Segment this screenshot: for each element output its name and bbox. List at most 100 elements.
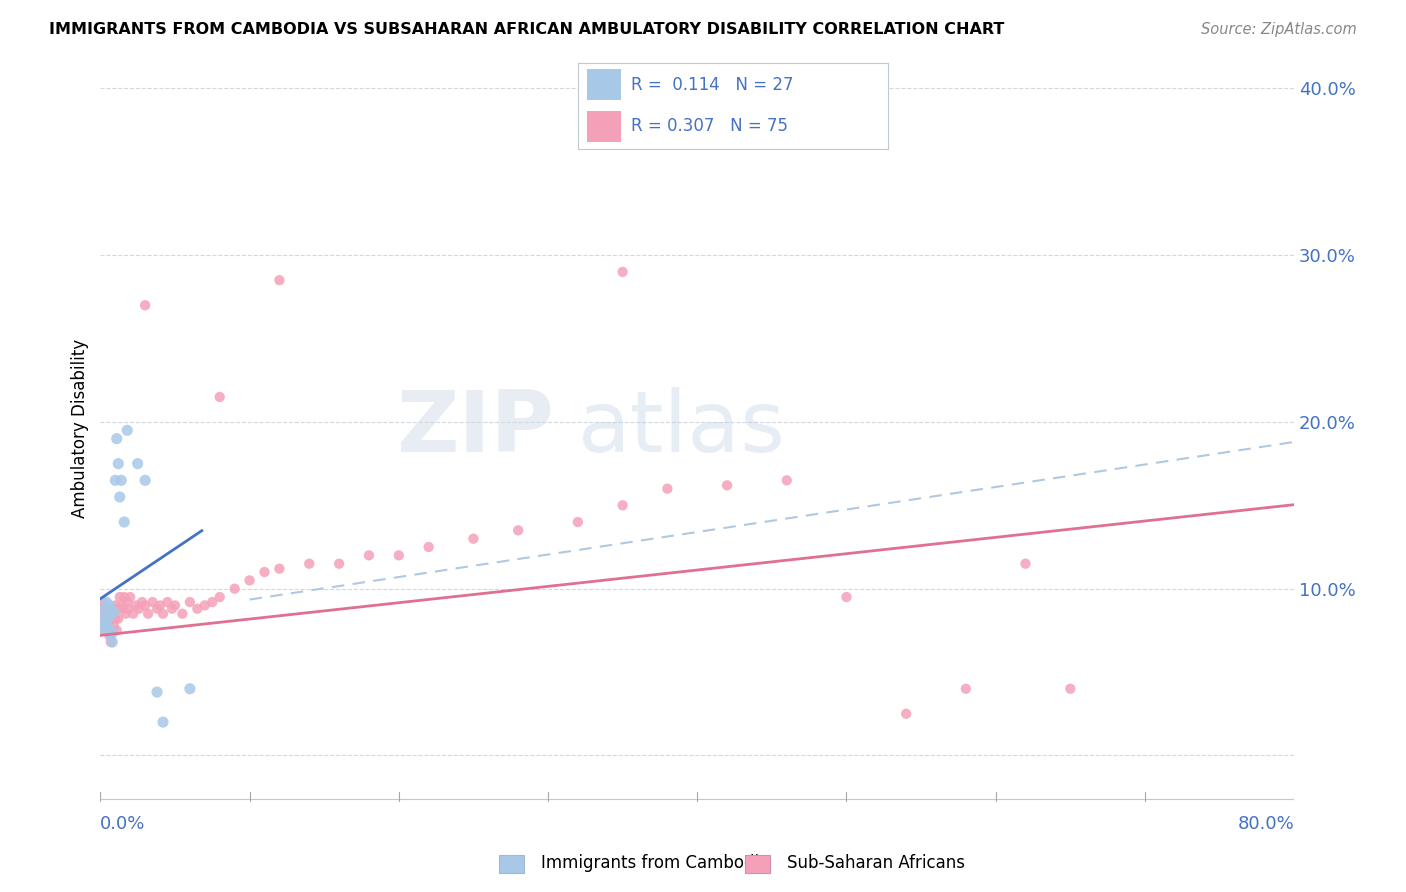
Point xyxy=(156,595,179,609)
Point xyxy=(201,595,224,609)
Point xyxy=(104,473,127,487)
Point xyxy=(508,524,530,538)
Point xyxy=(134,298,156,312)
Point xyxy=(269,273,291,287)
Point xyxy=(90,612,112,626)
Point xyxy=(142,595,165,609)
Point xyxy=(1059,681,1081,696)
Point xyxy=(418,540,440,554)
Point xyxy=(104,599,127,613)
Point xyxy=(328,557,350,571)
Point xyxy=(224,582,246,596)
Point xyxy=(98,599,121,613)
Point xyxy=(172,607,194,621)
Point xyxy=(100,625,122,640)
Point xyxy=(103,618,125,632)
Point xyxy=(127,457,149,471)
Text: Immigrants from Cambodia: Immigrants from Cambodia xyxy=(541,855,769,872)
Point xyxy=(97,607,120,621)
Point xyxy=(179,681,201,696)
Point xyxy=(108,590,131,604)
Point xyxy=(94,601,117,615)
Point xyxy=(114,607,136,621)
Point xyxy=(101,635,124,649)
Point xyxy=(131,595,153,609)
Point xyxy=(186,601,208,615)
Point xyxy=(96,615,118,629)
Point xyxy=(152,715,174,730)
Point xyxy=(96,595,118,609)
Point xyxy=(163,599,186,613)
Point xyxy=(269,562,291,576)
Point xyxy=(149,599,172,613)
Point xyxy=(112,515,135,529)
Point xyxy=(208,590,231,604)
Point xyxy=(134,599,156,613)
Point xyxy=(115,423,138,437)
Text: Sub-Saharan Africans: Sub-Saharan Africans xyxy=(787,855,966,872)
Point xyxy=(298,557,321,571)
Point xyxy=(98,628,121,642)
Point xyxy=(357,549,380,563)
Point xyxy=(91,595,114,609)
Text: Source: ZipAtlas.com: Source: ZipAtlas.com xyxy=(1201,22,1357,37)
Point xyxy=(894,706,917,721)
Point xyxy=(104,612,127,626)
Point xyxy=(91,618,114,632)
Point xyxy=(107,601,129,615)
Point xyxy=(94,607,117,621)
Text: IMMIGRANTS FROM CAMBODIA VS SUBSAHARAN AFRICAN AMBULATORY DISABILITY CORRELATION: IMMIGRANTS FROM CAMBODIA VS SUBSAHARAN A… xyxy=(49,22,1004,37)
Point xyxy=(253,565,276,579)
Point xyxy=(716,478,738,492)
Point xyxy=(97,620,120,634)
Point xyxy=(136,607,159,621)
Point xyxy=(955,681,977,696)
Point xyxy=(108,490,131,504)
Point xyxy=(90,612,112,626)
Point xyxy=(194,599,217,613)
Point xyxy=(835,590,858,604)
Point xyxy=(107,457,129,471)
Point xyxy=(612,265,634,279)
Point xyxy=(96,615,118,629)
Point xyxy=(152,607,174,621)
Point xyxy=(567,515,589,529)
Point xyxy=(110,473,132,487)
Text: 80.0%: 80.0% xyxy=(1237,815,1294,833)
Point xyxy=(103,605,125,619)
Point xyxy=(122,607,145,621)
Point xyxy=(97,599,120,613)
Point xyxy=(98,601,121,615)
Point xyxy=(776,473,799,487)
Point xyxy=(94,618,117,632)
Point xyxy=(179,595,201,609)
Y-axis label: Ambulatory Disability: Ambulatory Disability xyxy=(72,339,89,518)
Point xyxy=(146,601,169,615)
Point xyxy=(100,601,122,615)
Point xyxy=(120,590,142,604)
Point xyxy=(112,590,135,604)
Point xyxy=(107,612,129,626)
Point xyxy=(94,624,117,638)
Point xyxy=(101,625,124,640)
Point xyxy=(115,595,138,609)
Point xyxy=(657,482,679,496)
Text: ZIP: ZIP xyxy=(396,387,554,470)
Point xyxy=(612,499,634,513)
Point xyxy=(100,635,122,649)
Point xyxy=(98,610,121,624)
Text: 0.0%: 0.0% xyxy=(100,815,146,833)
Point xyxy=(101,607,124,621)
Point xyxy=(97,605,120,619)
Point xyxy=(1014,557,1036,571)
Point xyxy=(146,685,169,699)
Point xyxy=(105,432,128,446)
Point xyxy=(239,574,262,588)
Point xyxy=(96,620,118,634)
Point xyxy=(101,612,124,626)
Point xyxy=(110,599,132,613)
Point xyxy=(128,601,150,615)
Point xyxy=(100,628,122,642)
Point xyxy=(134,473,156,487)
Point xyxy=(105,624,128,638)
